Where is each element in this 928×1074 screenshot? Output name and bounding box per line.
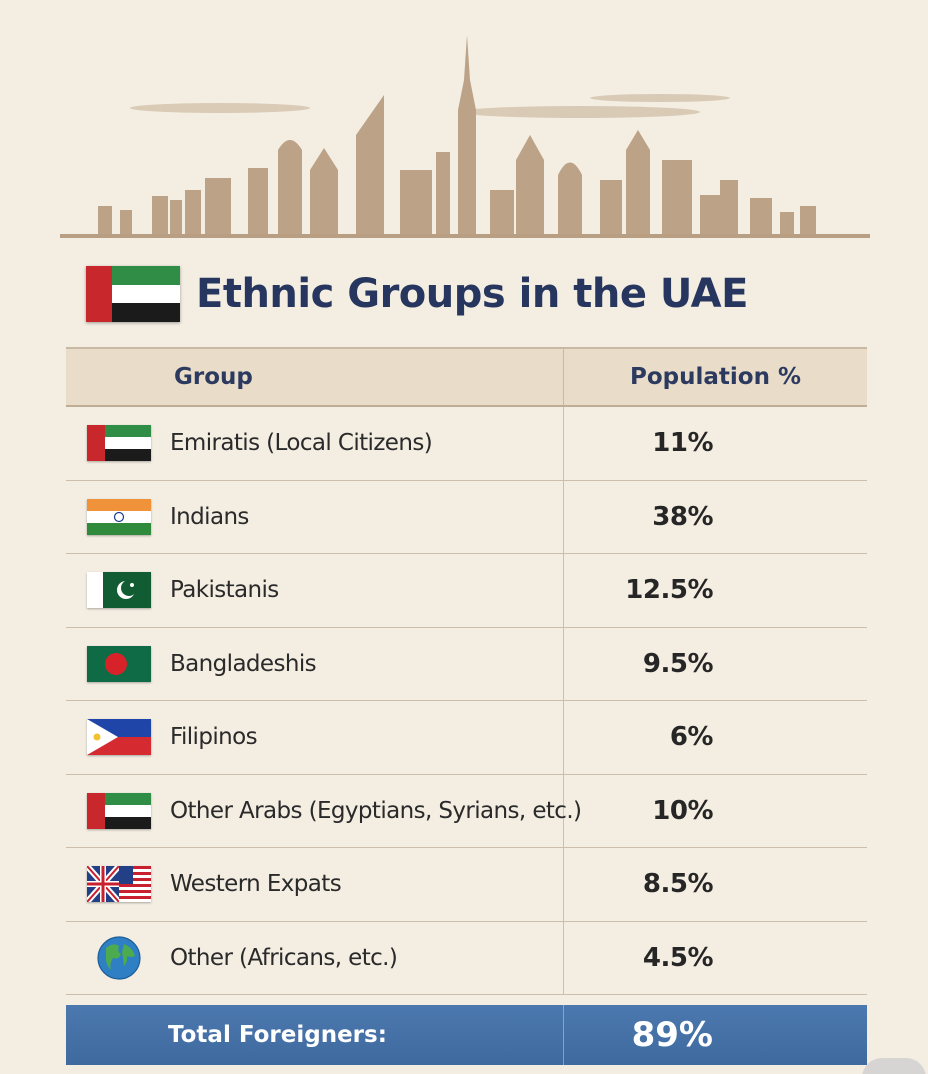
population-value: 11%: [652, 428, 713, 459]
population-value: 12.5%: [625, 575, 713, 606]
uae-flag-icon: [86, 266, 180, 322]
group-name: Bangladeshis: [170, 650, 317, 677]
globe-icon: [97, 936, 141, 980]
population-value: 8.5%: [642, 869, 714, 900]
population-value: 6%: [669, 722, 714, 753]
column-header-group: Group: [66, 349, 564, 405]
group-name: Emiratis (Local Citizens): [170, 430, 433, 457]
table-row: Emiratis (Local Citizens) 11%: [66, 407, 867, 481]
population-value: 9.5%: [642, 648, 714, 679]
population-value: 38%: [652, 501, 713, 532]
uae-flag-icon: [87, 425, 151, 462]
group-name: Indians: [170, 503, 249, 530]
table-header: Group Population %: [66, 349, 867, 407]
pakistan-flag-icon: [87, 572, 151, 609]
ethnic-groups-table: Group Population % Emiratis (Local Citiz…: [66, 347, 867, 995]
group-name: Pakistanis: [170, 577, 279, 604]
group-name: Western Expats: [170, 871, 342, 898]
page-title: Ethnic Groups in the UAE: [196, 271, 748, 317]
column-header-population: Population %: [629, 364, 801, 390]
title-row: Ethnic Groups in the UAE: [86, 262, 748, 326]
population-value: 4.5%: [642, 942, 714, 973]
table-row: Indians 38%: [66, 480, 867, 554]
uae-flag-icon: [87, 792, 151, 829]
table-row: Other Arabs (Egyptians, Syrians, etc.) 1…: [66, 774, 867, 848]
india-flag-icon: [87, 498, 151, 535]
city-skyline-illustration: [60, 35, 870, 238]
bangladesh-flag-icon: [87, 645, 151, 682]
total-value: 89%: [631, 1015, 713, 1055]
corner-floating-button[interactable]: [862, 1058, 926, 1074]
group-name: Filipinos: [170, 724, 258, 751]
philippines-flag-icon: [87, 719, 151, 756]
group-name: Other (Africans, etc.): [170, 944, 398, 971]
population-value: 10%: [652, 795, 713, 826]
table-row: Pakistanis 12.5%: [66, 554, 867, 628]
total-row: Total Foreigners: 89%: [66, 1005, 867, 1065]
total-label: Total Foreigners:: [168, 1022, 387, 1048]
table-row: Bangladeshis 9.5%: [66, 627, 867, 701]
table-row: Western Expats 8.5%: [66, 848, 867, 922]
uk-us-flag-icon: [87, 866, 151, 903]
table-row: Other (Africans, etc.) 4.5%: [66, 921, 867, 995]
table-row: Filipinos 6%: [66, 701, 867, 775]
group-name: Other Arabs (Egyptians, Syrians, etc.): [170, 797, 582, 824]
